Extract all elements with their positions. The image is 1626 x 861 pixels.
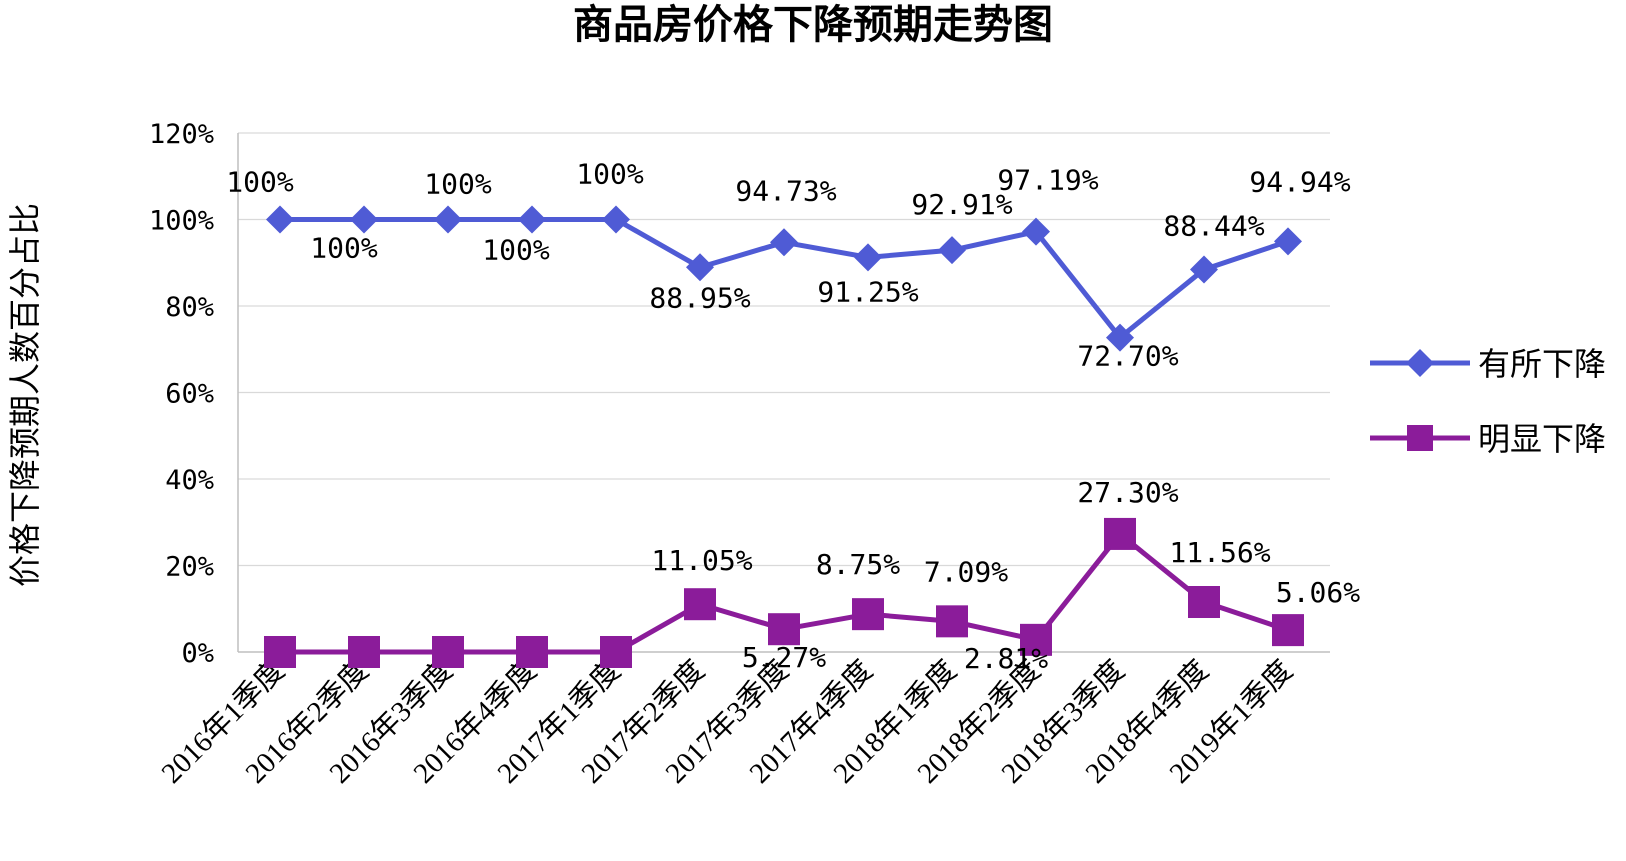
data-point — [600, 636, 632, 668]
data-point — [1104, 517, 1136, 550]
data-label: 5.27% — [742, 641, 826, 674]
y-tick-label: 60% — [165, 379, 214, 410]
data-point — [432, 636, 464, 668]
data-label: 72.70% — [1077, 340, 1178, 373]
data-point — [434, 205, 462, 234]
data-point — [1274, 227, 1302, 256]
y-axis-label: 价格下降预期人数百分占比 — [6, 203, 44, 587]
y-tick-label: 40% — [165, 465, 214, 496]
legend-marker — [1406, 349, 1434, 377]
data-label: 7.09% — [924, 555, 1008, 588]
data-point — [1106, 323, 1134, 352]
data-label: 94.94% — [1249, 165, 1350, 198]
legend-marker — [1407, 425, 1433, 451]
data-label: 94.73% — [735, 174, 836, 207]
data-label: 8.75% — [816, 548, 900, 581]
data-label: 91.25% — [817, 275, 918, 308]
y-tick-label: 0% — [181, 638, 214, 669]
y-tick-label: 120% — [149, 119, 214, 150]
series-layer — [264, 205, 1304, 668]
y-tick-label: 80% — [165, 292, 214, 323]
data-point — [266, 205, 294, 234]
data-point — [684, 588, 716, 621]
legend-label: 明显下降 — [1478, 420, 1606, 458]
data-point — [686, 253, 714, 282]
legend-label: 有所下降 — [1478, 345, 1606, 383]
data-point — [768, 613, 800, 646]
data-point — [938, 236, 966, 265]
y-tick-label: 100% — [149, 206, 214, 237]
data-point — [518, 205, 546, 234]
data-point — [770, 228, 798, 257]
data-label: 92.91% — [911, 188, 1012, 221]
data-label: 100% — [482, 234, 550, 267]
chart-title: 商品房价格下降预期走势图 — [573, 1, 1053, 48]
data-label: 11.05% — [651, 544, 752, 577]
data-label: 88.44% — [1163, 209, 1264, 242]
data-point — [348, 636, 380, 668]
data-point — [1022, 217, 1050, 246]
data-label: 88.95% — [649, 281, 750, 314]
data-point — [936, 605, 968, 638]
data-label: 2.81% — [964, 642, 1048, 675]
data-point — [1020, 623, 1052, 656]
data-label: 5.06% — [1276, 576, 1360, 609]
data-label: 100% — [226, 166, 294, 199]
data-labels: 100% 100% 100% 100% 100% 88.95% 94.73% 91.25% 92… — [226, 158, 1360, 675]
data-point — [602, 205, 630, 234]
data-label: 100% — [424, 168, 492, 201]
data-point — [854, 243, 882, 272]
data-point — [264, 636, 296, 668]
data-point — [1190, 255, 1218, 284]
data-point — [350, 205, 378, 234]
data-point — [852, 598, 884, 631]
data-label: 97.19% — [997, 164, 1098, 197]
y-tick-labels: 0% 20% 40% 60% 80% 100% 120% — [149, 119, 214, 669]
data-point — [516, 636, 548, 668]
x-tick-labels: 2016年1季度2016年2季度2016年3季度2016年4季度2017年1季度… — [155, 654, 1299, 790]
data-label: 100% — [576, 158, 644, 191]
data-label: 100% — [310, 232, 378, 265]
data-point — [1188, 586, 1220, 619]
data-point — [1272, 614, 1304, 647]
data-label: 27.30% — [1077, 476, 1178, 509]
y-tick-label: 20% — [165, 552, 214, 583]
data-label: 11.56% — [1169, 536, 1270, 569]
